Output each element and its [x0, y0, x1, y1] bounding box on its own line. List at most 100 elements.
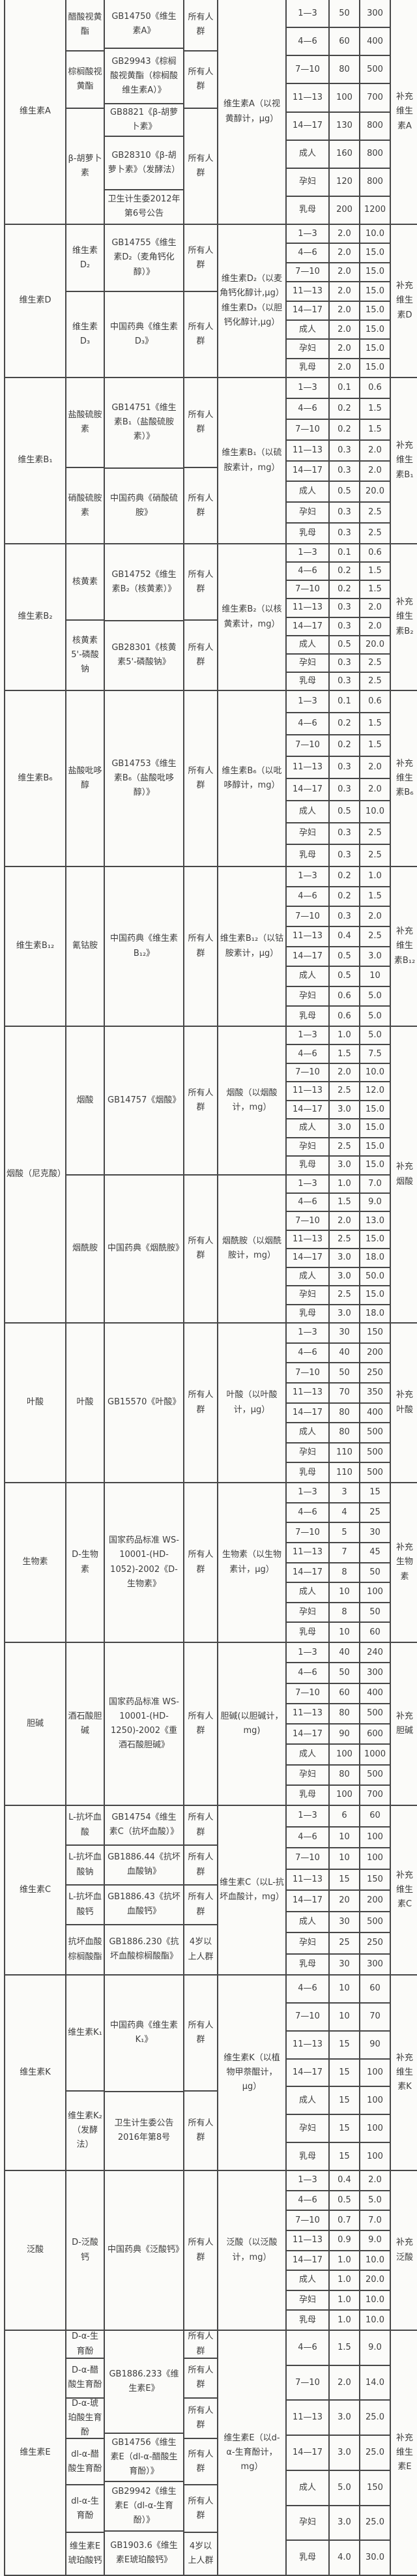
min-value-cell: 2.0 — [330, 302, 359, 321]
claim-cell: 补充维生素A — [395, 92, 413, 131]
min-value-cell: 10 — [339, 1627, 350, 1637]
compound-cell: 叶酸 — [76, 1397, 94, 1408]
population-cell: 所有人群 — [184, 0, 217, 52]
min-col: 10 10 15 15 15 15 15 — [330, 1976, 360, 2170]
min-value-cell: 2.0 — [330, 244, 359, 263]
age-group-cell: 乳母 — [287, 1157, 328, 1176]
max-value-cell: 15.0 — [360, 1138, 390, 1157]
table-section: 维生素B₆ 盐酸吡哆醇 GB14753《维生素B₆（盐酸吡哆醇）》 所有人群 维生素B₆… — [5, 691, 417, 867]
age-group-cell: 1—3 — [287, 1483, 328, 1503]
age-col: 1—3 4—6 7—10 11—13 14—17 成人 孕妇 乳母 — [287, 2171, 330, 2330]
indicator-col: 维生素A（以视黄醇计，μg） — [218, 0, 287, 224]
indicator-col: 维生素B₂（以核黄素计，mg） — [218, 544, 287, 690]
indicator-col: 维生素K（以植物甲萘醌计，μg） — [218, 1976, 287, 2170]
age-col: 1—3 4—6 7—10 11—13 14—17 成人 孕妇 乳母 — [287, 691, 330, 866]
standard-col: 中国药典《维生素B₁₂》 — [105, 867, 184, 1026]
age-group-cell: 乳母 — [298, 363, 316, 373]
compound-cell: 核黄素5'-磷酸钠 — [71, 636, 99, 675]
max-value-cell: 100 — [360, 1583, 390, 1603]
age-group-cell: 孕妇 — [287, 1443, 328, 1464]
compound-col: 盐酸硫胺素 硝酸硫胺素 — [66, 378, 105, 543]
age-group-cell: 孕妇 — [287, 2291, 328, 2311]
max-value-cell: 500 — [360, 56, 390, 85]
min-col: 3 4 5 7 8 10 8 10 — [330, 1483, 360, 1642]
indicator-cell: 泛酸（以泛酸计，mg） — [226, 2238, 278, 2262]
min-col: 50 60 80 100 130 160 120 200 — [330, 0, 360, 224]
age-group-cell: 4—6 — [287, 1828, 328, 1848]
indicator-cell: 维生素C（以L-抗坏血酸计，mg） — [220, 1877, 284, 1902]
max-value-cell: 600 — [360, 1725, 390, 1745]
population-cell: 所有人群 — [184, 52, 217, 109]
population-cell: 所有人群 — [184, 2331, 217, 2360]
population-cell: 所有人群 — [184, 544, 217, 621]
max-value-cell: 2.0 — [360, 779, 390, 801]
min-value-cell: 80 — [330, 1404, 359, 1424]
indicator-col: 维生素B₁（以硫胺素计，mg） — [218, 378, 287, 543]
max-value-cell: 2.0 — [360, 757, 390, 779]
min-value-cell: 2.0 — [330, 1064, 359, 1083]
age-group-cell: 14—17 — [287, 302, 328, 321]
age-group-cell: 11—13 — [287, 1704, 328, 1725]
table-section: 维生素A 醋酸视黄酯 棕榈酸视黄酯 β-胡萝卜素 GB14750《维生素A》 GB2994… — [5, 0, 417, 225]
age-group-cell: 14—17 — [287, 1725, 328, 1745]
compound-cell: 棕榈酸视黄酯 — [66, 52, 104, 109]
age-group-cell: 孕妇 — [287, 1138, 328, 1157]
age-col: 4—6 7—10 11—13 14—17 成人 孕妇 乳母 — [287, 1976, 330, 2170]
compound-cell: 酒石酸胆碱 — [68, 1711, 102, 1736]
max-value-cell: 200 — [360, 1891, 390, 1912]
age-group-cell: 4—6 — [287, 2191, 328, 2212]
compound-cell: dl-α-生育酚 — [66, 2485, 104, 2534]
max-value-cell: 10 — [360, 967, 390, 987]
min-value-cell: 10 — [330, 1848, 359, 1870]
max-value-cell: 15.0 — [360, 1286, 390, 1305]
max-value-cell: 240 — [360, 1643, 390, 1664]
population-cell: 4岁以上人群 — [188, 1937, 214, 1962]
population-cell: 所有人群 — [188, 1236, 214, 1261]
standard-col: 国家药品标准 WS-10001-(HD-1052)-2002《D-生物素》 — [105, 1483, 184, 1642]
standard-col: 国家药品标准 WS-10001-(HD-1250)-2002《重酒石酸胆碱》 — [105, 1643, 184, 1805]
min-value-cell: 3.0 — [330, 2401, 359, 2436]
claim-cell: 补充维生素B₁₂ — [394, 926, 416, 966]
standard-cell: 卫生计生委2012年第6号公告 — [108, 194, 180, 219]
age-col: 1—3 4—6 7—10 11—13 14—17 成人 孕妇 乳母 — [287, 0, 330, 224]
age-group-cell: 4—6 — [287, 244, 328, 263]
nutrient-col: 维生素B₁₂ — [5, 867, 66, 1026]
indicator-col: 生物素（以生物素计，μg） — [218, 1483, 287, 1642]
max-value-cell: 2.0 — [360, 462, 390, 482]
population-cell: 所有人群 — [188, 2118, 214, 2143]
max-col: 240 300 400 500 600 1000 500 700 — [360, 1643, 391, 1805]
population-cell: 所有人群 — [184, 1027, 217, 1176]
min-value-cell: 0.2 — [330, 420, 359, 441]
max-value-cell: 400 — [360, 1404, 390, 1424]
age-group-cell: 1—3 — [287, 1643, 328, 1664]
max-value-cell: 250 — [360, 1363, 390, 1384]
nutrient-cell: 胆碱 — [26, 1718, 44, 1728]
min-value-cell: 90 — [330, 1725, 359, 1745]
min-value-cell: 50 — [330, 1663, 359, 1684]
min-value-cell: 3.0 — [338, 1308, 351, 1318]
max-value-cell: 10.0 — [360, 2291, 390, 2311]
max-value-cell: 25 — [360, 1503, 390, 1524]
max-value-cell: 5.0 — [360, 987, 390, 1007]
age-col: 1—3 4—6 7—10 11—13 14—17 成人 孕妇 乳母 — [287, 544, 330, 690]
nutrient-col: 维生素B₂ — [5, 544, 66, 690]
min-value-cell: 40 — [330, 1643, 359, 1664]
min-value-cell: 1.5 — [330, 1194, 359, 1213]
compound-cell: L-抗坏血酸钠 — [66, 1846, 104, 1886]
age-group-cell: 孕妇 — [287, 655, 328, 673]
age-group-cell: 乳母 — [298, 1308, 316, 1318]
max-value-cell: 2.0 — [360, 599, 390, 618]
compound-cell: 烟酰胺 — [72, 1243, 98, 1254]
min-col: 40 50 60 80 90 100 80 100 — [330, 1643, 360, 1805]
age-group-cell: 7—10 — [287, 1848, 328, 1870]
age-group-cell: 7—10 — [287, 56, 328, 85]
population-cell: 所有人群 — [184, 2439, 217, 2486]
age-group-cell: 7—10 — [287, 2211, 328, 2231]
max-value-cell: 500 — [367, 1467, 383, 1477]
min-value-cell: 2.0 — [330, 2366, 359, 2401]
min-value-cell: 80 — [330, 1423, 359, 1443]
claim-col: 补充维生素A — [391, 0, 417, 224]
min-col: 0.1 0.2 0.2 0.3 0.3 0.5 0.3 0.3 — [330, 378, 360, 543]
max-value-cell: 100 — [360, 2060, 390, 2088]
table-section: 维生素B₁ 盐酸硫胺素 硝酸硫胺素 GB14751《维生素B₁（盐酸硫胺素）》 中国药典… — [5, 378, 417, 544]
